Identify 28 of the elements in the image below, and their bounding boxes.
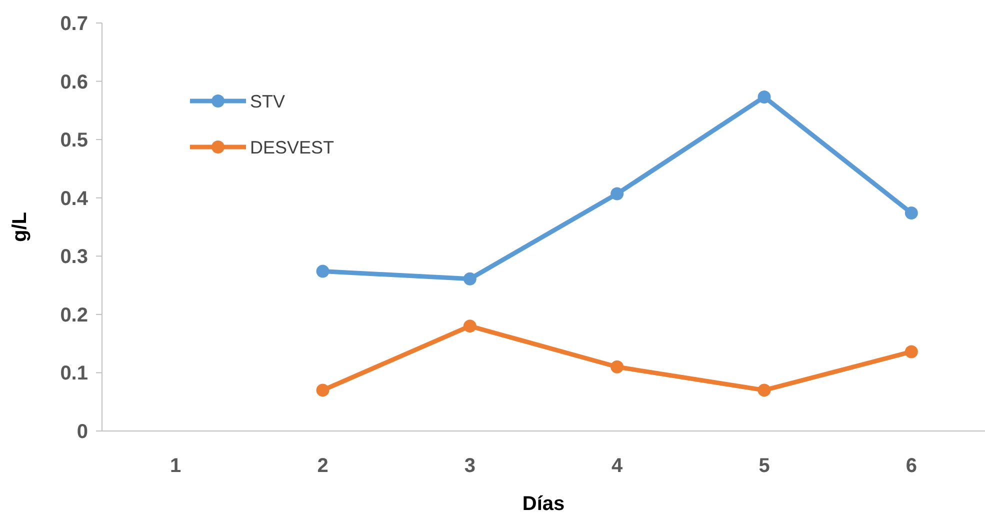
point xyxy=(904,345,918,358)
y-tick-label: 0 xyxy=(76,421,88,443)
y-tick-label: 0.2 xyxy=(60,304,88,326)
point xyxy=(758,90,771,104)
point xyxy=(316,384,330,397)
legend-label: STV xyxy=(250,91,286,112)
point xyxy=(463,272,476,286)
point xyxy=(463,320,476,333)
x-axis-title: Días xyxy=(522,493,565,515)
y-tick-label: 0.6 xyxy=(60,71,88,94)
point xyxy=(610,187,624,200)
x-tick-label: 2 xyxy=(317,455,328,477)
y-tick-label: 0.4 xyxy=(60,188,89,210)
point xyxy=(316,264,330,278)
x-tick-label: 3 xyxy=(464,455,476,477)
point xyxy=(758,384,771,397)
x-tick-label: 6 xyxy=(906,455,917,477)
y-tick-label: 0.5 xyxy=(60,130,88,152)
y-axis-title: g/L xyxy=(9,212,31,242)
point xyxy=(610,360,624,374)
y-tick-label: 0.1 xyxy=(60,362,88,385)
x-tick-label: 1 xyxy=(170,455,182,477)
x-tick-label: 4 xyxy=(612,455,624,477)
y-tick-label: 0.3 xyxy=(60,246,88,268)
legend-label: DESVEST xyxy=(250,137,334,158)
point xyxy=(904,206,918,220)
y-tick-label: 0.7 xyxy=(60,13,88,35)
x-tick-label: 5 xyxy=(758,455,770,477)
